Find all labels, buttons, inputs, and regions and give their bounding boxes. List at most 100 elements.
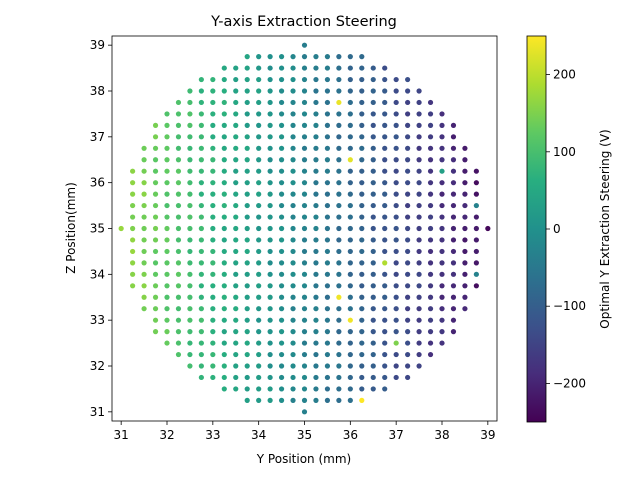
data-point (267, 351, 273, 358)
data-point (347, 294, 353, 300)
data-point (278, 111, 285, 117)
data-point (439, 168, 445, 174)
data-point (405, 248, 411, 255)
data-point (290, 237, 296, 243)
data-point (324, 340, 331, 346)
data-point (267, 157, 273, 163)
data-point (427, 180, 434, 186)
data-point (187, 202, 193, 209)
data-point (175, 329, 182, 335)
data-point (244, 214, 250, 220)
data-point (301, 157, 308, 163)
data-point (198, 88, 204, 94)
data-point (278, 99, 285, 106)
x-axis-label: Y Position (mm) (256, 452, 351, 466)
data-point (244, 283, 250, 289)
data-point (359, 340, 365, 346)
data-point (324, 283, 331, 289)
data-point (221, 145, 227, 151)
data-point (187, 214, 193, 220)
data-point (267, 99, 273, 106)
data-point (187, 340, 193, 346)
data-point (198, 99, 204, 106)
data-point (359, 248, 365, 255)
data-point (416, 340, 422, 346)
data-point (301, 99, 308, 106)
data-point (393, 134, 399, 140)
data-point (313, 65, 319, 71)
data-point (462, 260, 468, 266)
data-point (416, 214, 422, 220)
data-point (221, 134, 227, 140)
data-point (210, 363, 216, 369)
data-point (359, 168, 365, 174)
data-point (382, 329, 388, 335)
data-point (164, 317, 170, 323)
data-point (233, 271, 239, 277)
data-point (347, 88, 353, 94)
data-point (278, 294, 285, 300)
data-point (198, 294, 204, 300)
data-point (359, 271, 365, 277)
data-point (359, 317, 365, 323)
data-point (405, 260, 411, 266)
data-point (256, 157, 262, 163)
data-point (462, 214, 468, 220)
data-point (359, 122, 365, 128)
data-point (382, 363, 388, 369)
data-point (267, 168, 273, 174)
data-point (393, 76, 399, 83)
data-point (370, 237, 376, 243)
data-point (462, 157, 468, 163)
data-point (405, 340, 411, 346)
data-point (175, 317, 182, 323)
data-point (301, 134, 308, 140)
data-point (278, 386, 285, 392)
data-point (141, 260, 147, 266)
data-point (439, 191, 445, 197)
data-point (175, 237, 182, 243)
data-point (370, 260, 376, 266)
data-point (382, 237, 388, 243)
data-point (221, 180, 227, 186)
data-point (485, 225, 491, 232)
data-point (256, 145, 262, 151)
data-point (141, 294, 147, 300)
data-point (359, 294, 365, 300)
data-point (427, 134, 434, 140)
data-point (382, 317, 388, 323)
data-point (301, 386, 308, 392)
data-point (233, 180, 239, 186)
data-point (427, 306, 434, 312)
data-point (233, 283, 239, 289)
data-point (256, 306, 262, 312)
data-point (301, 88, 308, 94)
data-point (450, 329, 457, 335)
data-point (221, 237, 227, 243)
y-tick-label: 35 (90, 222, 105, 236)
data-point (393, 374, 399, 381)
data-point (290, 351, 296, 358)
data-point (427, 351, 434, 358)
data-point (462, 225, 468, 232)
data-point (164, 260, 170, 266)
y-tick-label: 38 (90, 84, 105, 98)
data-point (290, 191, 296, 197)
data-point (370, 294, 376, 300)
data-point (278, 329, 285, 335)
data-point (278, 122, 285, 128)
data-point (233, 145, 239, 151)
data-point (301, 248, 308, 255)
data-point (370, 374, 376, 381)
data-point (210, 340, 216, 346)
data-point (164, 283, 170, 289)
data-point (313, 145, 319, 151)
data-point (233, 191, 239, 197)
data-point (462, 180, 468, 186)
data-point (416, 237, 422, 243)
data-point (405, 214, 411, 220)
data-point (439, 145, 445, 151)
data-point (141, 306, 147, 312)
data-point (336, 294, 342, 300)
data-point (439, 317, 445, 323)
